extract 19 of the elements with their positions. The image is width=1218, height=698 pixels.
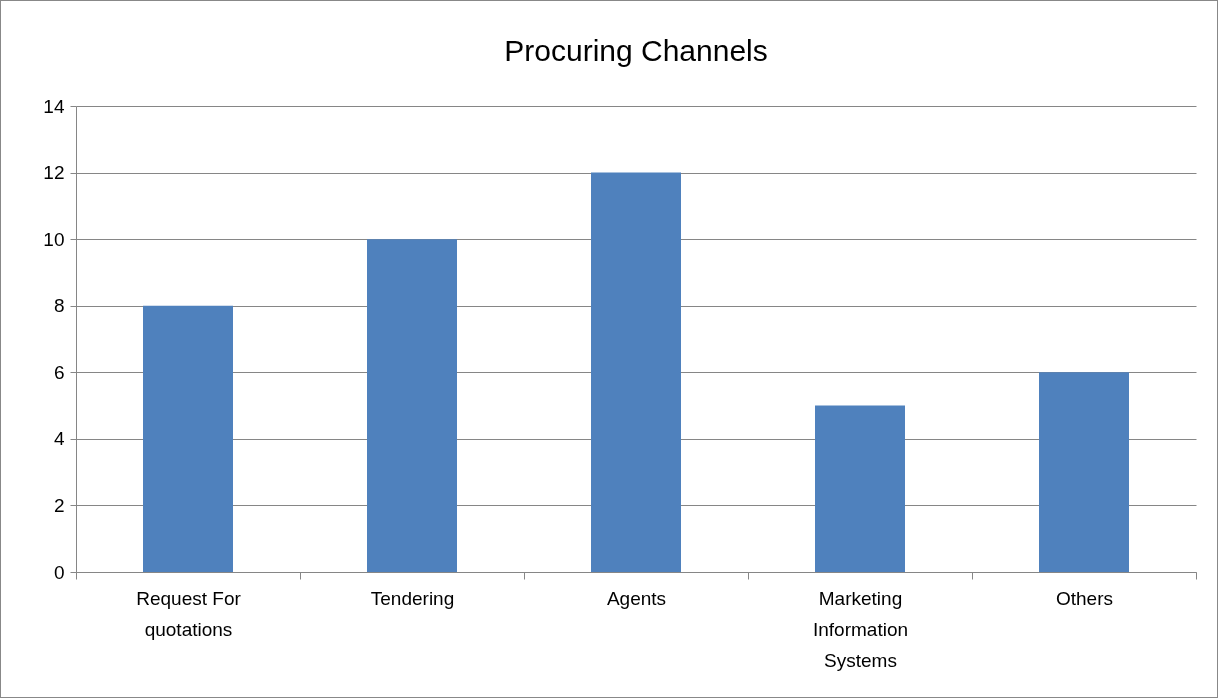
x-tick-label: Request For quotations [136, 587, 242, 640]
bar [591, 172, 681, 572]
x-tick-label: Tendering [370, 587, 455, 609]
y-tick-label: 0 [53, 561, 65, 583]
y-tick-label: 10 [43, 228, 65, 250]
bar [815, 405, 905, 572]
y-tick-label: 12 [43, 162, 65, 184]
chart-title: Procuring Channels [504, 34, 768, 67]
bar [143, 305, 233, 572]
y-tick-label: 2 [53, 494, 65, 516]
x-tick-label: Marketing Information Systems [812, 587, 909, 671]
y-tick-label: 6 [53, 361, 65, 383]
y-tick-label: 8 [53, 295, 65, 317]
x-tick-label: Others [1055, 587, 1114, 609]
bar [367, 239, 457, 572]
y-tick-label: 14 [43, 95, 65, 117]
x-tick-label: Agents [606, 587, 667, 609]
bar [1039, 372, 1129, 572]
y-tick-label: 4 [53, 428, 65, 450]
